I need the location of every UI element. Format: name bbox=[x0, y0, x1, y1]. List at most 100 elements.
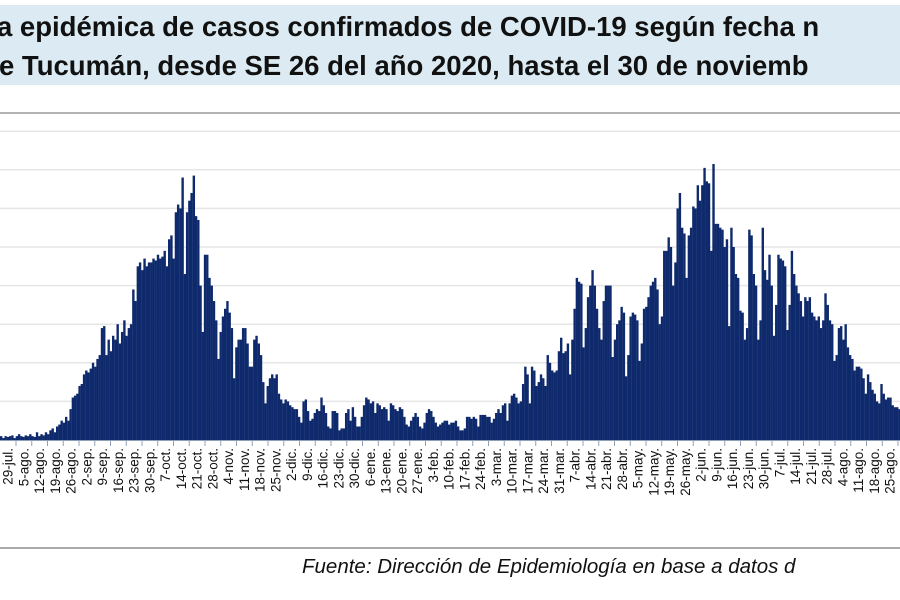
bar bbox=[320, 397, 323, 440]
bar bbox=[257, 343, 260, 440]
bar bbox=[790, 250, 794, 440]
bar bbox=[297, 416, 301, 440]
x-tick-label: 12-ago. bbox=[32, 448, 47, 494]
bar bbox=[499, 412, 502, 440]
bar bbox=[551, 370, 554, 440]
bar bbox=[728, 326, 731, 440]
bar bbox=[521, 384, 525, 440]
bar bbox=[302, 401, 305, 440]
bar bbox=[701, 185, 704, 440]
bar bbox=[232, 378, 236, 440]
bar bbox=[698, 200, 702, 440]
bar bbox=[584, 328, 588, 440]
x-tick-label: 5-ago. bbox=[16, 448, 31, 486]
bar bbox=[259, 355, 263, 440]
bar bbox=[176, 204, 180, 440]
bar bbox=[580, 283, 583, 440]
bar bbox=[360, 416, 364, 440]
bar bbox=[705, 181, 708, 440]
bar bbox=[512, 393, 516, 440]
x-tick-label: 19-ago. bbox=[48, 448, 63, 494]
bar bbox=[425, 412, 428, 440]
bar bbox=[224, 308, 227, 440]
bar bbox=[519, 401, 523, 440]
bar bbox=[351, 407, 355, 440]
bar bbox=[268, 378, 272, 440]
bar bbox=[593, 285, 596, 440]
bar bbox=[452, 422, 455, 440]
x-tick-label: 27-ene. bbox=[410, 448, 425, 494]
bar bbox=[779, 258, 782, 440]
bar bbox=[235, 347, 238, 440]
bar bbox=[412, 416, 415, 440]
bar bbox=[813, 316, 816, 440]
bar bbox=[577, 281, 581, 440]
bar bbox=[199, 285, 202, 440]
bar bbox=[349, 420, 352, 440]
bar bbox=[710, 250, 713, 440]
bar bbox=[685, 277, 688, 440]
x-tick-label: 31-mar. bbox=[552, 448, 567, 494]
bar bbox=[752, 274, 756, 440]
bar bbox=[497, 409, 500, 440]
bar bbox=[91, 362, 95, 440]
bar bbox=[362, 405, 366, 440]
bar bbox=[851, 358, 854, 440]
bar bbox=[82, 374, 86, 440]
bar bbox=[855, 366, 859, 440]
bar bbox=[188, 200, 191, 440]
bar bbox=[853, 370, 856, 440]
bar bbox=[582, 347, 585, 440]
x-tick-label: 4-ago. bbox=[835, 448, 850, 486]
bar bbox=[880, 384, 883, 440]
bar bbox=[649, 285, 652, 440]
bar bbox=[109, 351, 113, 440]
bar bbox=[544, 385, 547, 440]
bar bbox=[385, 409, 388, 440]
bar bbox=[105, 355, 108, 440]
bar bbox=[857, 366, 861, 440]
bar bbox=[792, 274, 796, 440]
bar bbox=[598, 328, 601, 440]
bar bbox=[255, 335, 258, 440]
bar bbox=[810, 312, 814, 440]
bar bbox=[403, 416, 406, 440]
x-tick-label: 26-may. bbox=[678, 448, 693, 496]
bar bbox=[51, 428, 54, 440]
bar bbox=[799, 301, 803, 440]
bar bbox=[103, 326, 106, 440]
bar bbox=[609, 285, 612, 440]
bar bbox=[156, 254, 160, 440]
bar bbox=[667, 237, 670, 440]
bar bbox=[707, 183, 711, 440]
bar bbox=[284, 399, 287, 440]
bar bbox=[696, 185, 700, 440]
bar bbox=[750, 235, 753, 440]
bar bbox=[94, 366, 97, 440]
bar bbox=[620, 306, 623, 440]
bar bbox=[557, 351, 561, 440]
bar bbox=[589, 285, 592, 440]
bar bbox=[571, 339, 574, 440]
bar bbox=[741, 312, 744, 440]
bar bbox=[416, 416, 420, 440]
bar bbox=[293, 409, 296, 440]
bar bbox=[282, 403, 285, 440]
bar bbox=[107, 339, 110, 440]
x-tick-label: 17-feb. bbox=[457, 448, 472, 490]
bar bbox=[524, 366, 527, 440]
bar bbox=[430, 411, 433, 440]
x-tick-label: 13-ene. bbox=[379, 448, 394, 494]
bar bbox=[548, 362, 552, 440]
x-tick-label: 16-dic. bbox=[316, 448, 331, 489]
bar bbox=[324, 412, 328, 440]
bar bbox=[340, 428, 343, 440]
bar bbox=[365, 397, 368, 440]
bar bbox=[114, 339, 117, 440]
bar bbox=[564, 351, 567, 440]
bar bbox=[136, 266, 140, 440]
bar bbox=[150, 262, 153, 440]
x-tick-label: 2-jun. bbox=[694, 448, 709, 482]
x-tick-label: 6-ene. bbox=[363, 448, 378, 486]
bar bbox=[555, 370, 558, 440]
